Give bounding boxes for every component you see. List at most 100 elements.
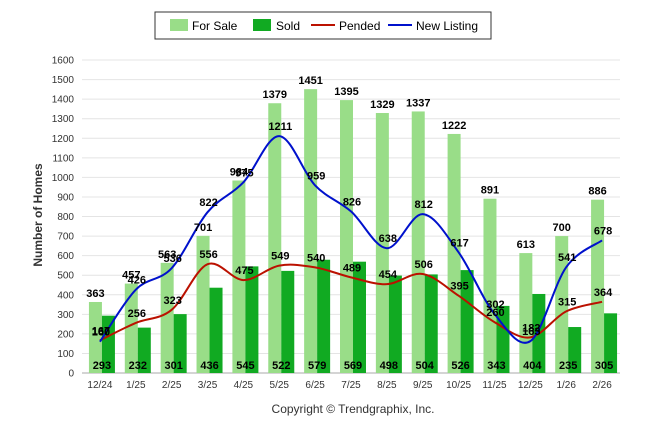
y-tick-label: 200 <box>57 329 74 340</box>
x-tick-label: 6/25 <box>305 380 325 391</box>
x-tick-label: 11/25 <box>482 380 507 391</box>
label-pended: 489 <box>343 262 361 274</box>
y-tick-label: 300 <box>57 310 74 321</box>
y-axis-ticks: 0 100 200 300 400 500 600 700 800 900 1000 1100 1200… <box>52 56 75 380</box>
bar-for-sale <box>124 283 138 373</box>
y-tick-label: 1100 <box>52 153 74 164</box>
label-new-listing: 826 <box>343 196 361 208</box>
label-sold: 526 <box>451 360 469 372</box>
bar-for-sale <box>591 199 605 373</box>
bar-for-sale <box>519 253 533 373</box>
x-tick-label: 4/25 <box>234 380 254 391</box>
line-new-listing <box>99 135 603 344</box>
x-tick-label: 2/25 <box>162 380 182 391</box>
label-pended: 475 <box>235 265 253 277</box>
label-for-sale: 701 <box>194 222 212 234</box>
line-pended <box>99 262 603 342</box>
bar-for-sale <box>160 262 174 373</box>
label-new-listing: 541 <box>558 252 576 264</box>
bars <box>88 89 618 374</box>
label-new-listing: 160 <box>92 327 110 339</box>
bar-for-sale <box>411 111 425 373</box>
x-tick-label: 12/25 <box>518 380 543 391</box>
y-tick-label: 0 <box>68 369 74 380</box>
bar-for-sale <box>375 113 389 373</box>
legend-sold: Sold <box>276 19 300 33</box>
label-sold: 579 <box>308 360 326 372</box>
y-tick-label: 1300 <box>52 114 75 125</box>
label-new-listing: 302 <box>486 299 504 311</box>
x-tick-label: 2/26 <box>592 380 612 391</box>
bar-sold <box>424 274 438 373</box>
y-tick-label: 900 <box>57 192 74 203</box>
bar-for-sale <box>232 180 246 373</box>
label-pended: 549 <box>271 251 289 263</box>
y-tick-label: 100 <box>57 349 74 360</box>
y-tick-label: 1000 <box>52 173 75 184</box>
y-tick-label: 600 <box>57 251 74 262</box>
label-new-listing: 638 <box>379 233 397 245</box>
x-tick-label: 3/25 <box>198 380 218 391</box>
x-tick-label: 1/25 <box>126 380 146 391</box>
x-axis-ticks: 12/24 1/25 2/25 3/25 4/25 5/25 6/25 7/25 8/25 9/2… <box>87 380 612 391</box>
label-new-listing: 975 <box>235 167 253 179</box>
y-tick-label: 400 <box>57 290 74 301</box>
label-new-listing: 1211 <box>268 121 292 133</box>
label-new-listing: 536 <box>163 253 181 265</box>
label-for-sale: 613 <box>517 239 535 251</box>
label-sold: 343 <box>487 360 505 372</box>
label-pended: 556 <box>199 249 217 261</box>
legend-pended: Pended <box>339 19 380 33</box>
y-tick-label: 1500 <box>52 75 75 86</box>
y-tick-label: 800 <box>57 212 74 223</box>
label-sold: 305 <box>595 360 613 372</box>
bar-for-sale <box>268 103 282 373</box>
label-for-sale: 1329 <box>370 99 394 111</box>
label-sold: 293 <box>93 360 111 372</box>
y-tick-label: 1400 <box>52 95 75 106</box>
label-sold: 522 <box>272 360 290 372</box>
y-tick-label: 700 <box>57 232 74 243</box>
bar-sold <box>460 270 474 373</box>
x-tick-label: 5/25 <box>270 380 290 391</box>
legend: For Sale Sold Pended New Listing <box>154 11 492 40</box>
label-for-sale: 563 <box>158 249 176 261</box>
label-sold: 569 <box>344 360 362 372</box>
label-for-sale: 1222 <box>442 120 466 132</box>
label-for-sale: 363 <box>86 288 104 300</box>
bar-sold <box>137 327 151 373</box>
label-for-sale: 1451 <box>298 75 322 87</box>
legend-new-listing: New Listing <box>416 19 478 33</box>
y-tick-label: 1600 <box>52 56 75 67</box>
label-new-listing: 426 <box>128 275 146 287</box>
label-new-listing: 617 <box>450 237 468 249</box>
x-tick-label: 10/25 <box>446 380 471 391</box>
label-for-sale: 984 <box>230 167 249 179</box>
legend-swatch-for-sale <box>170 19 188 31</box>
bar-sold <box>353 261 366 373</box>
label-sold: 404 <box>523 360 542 372</box>
label-for-sale: 1379 <box>263 89 287 101</box>
bar-sold <box>388 275 402 373</box>
label-pended: 167 <box>92 325 110 337</box>
bar-sold <box>173 314 187 373</box>
x-tick-label: 12/24 <box>87 380 112 391</box>
legend-for-sale: For Sale <box>192 19 238 33</box>
label-pended: 323 <box>163 295 181 307</box>
label-new-listing: 812 <box>415 199 433 211</box>
bar-sold <box>209 287 223 373</box>
label-pended: 182 <box>522 322 540 334</box>
label-sold: 504 <box>416 360 435 372</box>
bar-for-sale <box>447 133 461 373</box>
label-pended: 540 <box>307 252 325 264</box>
y-axis-label: Number of Homes <box>31 163 45 267</box>
bar-for-sale <box>304 89 318 373</box>
label-pended: 256 <box>128 308 146 320</box>
x-tick-label: 1/26 <box>556 380 576 391</box>
label-new-listing: 822 <box>199 197 217 209</box>
bar-sold <box>496 305 510 373</box>
bar-sold <box>281 270 295 373</box>
label-new-listing: 163 <box>522 326 540 338</box>
